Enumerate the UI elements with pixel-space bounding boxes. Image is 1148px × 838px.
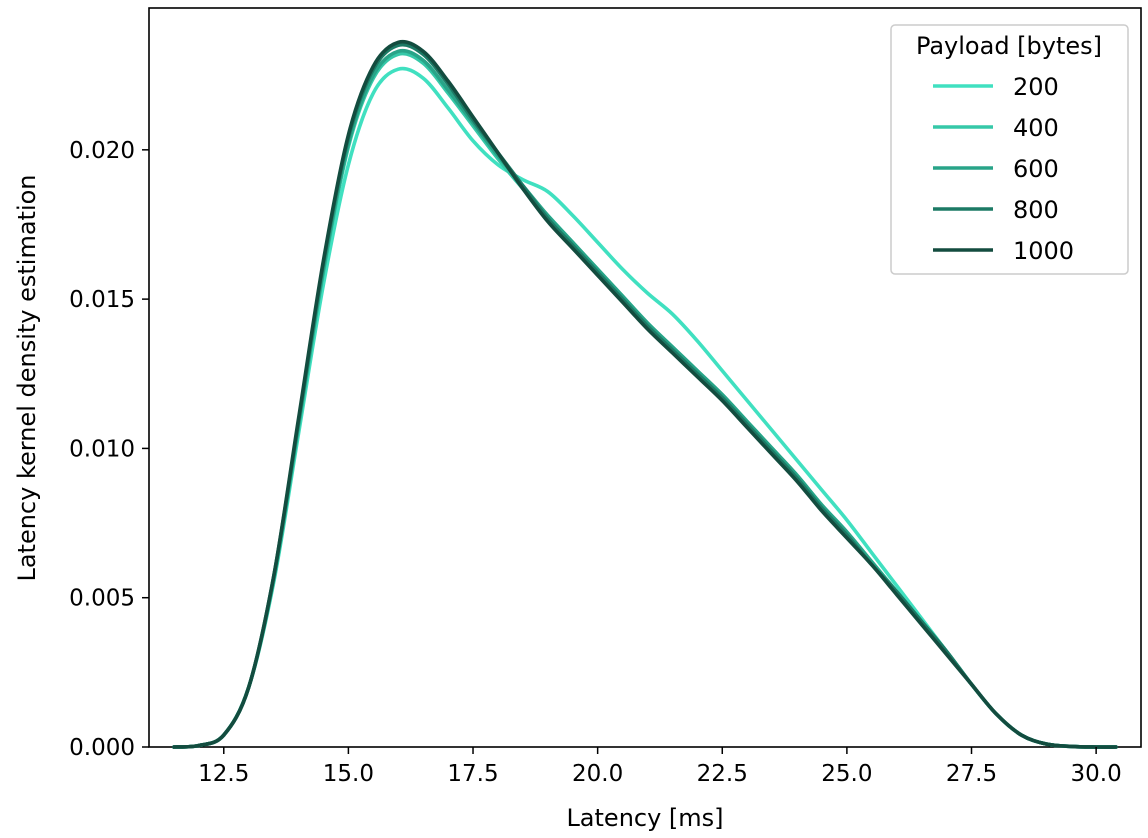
x-tick-label: 22.5 xyxy=(697,761,748,787)
legend-label-800: 800 xyxy=(1013,196,1059,224)
x-tick-label: 27.5 xyxy=(946,761,997,787)
legend-label-600: 600 xyxy=(1013,155,1059,183)
y-tick-label: 0.000 xyxy=(69,735,135,761)
x-axis-title: Latency [ms] xyxy=(566,804,723,832)
legend-label-200: 200 xyxy=(1013,73,1059,101)
legend-title: Payload [bytes] xyxy=(916,32,1102,60)
legend-box xyxy=(890,24,1129,275)
series-line-1000 xyxy=(172,39,1118,749)
legend: Payload [bytes] 200 400 600 800 1000 xyxy=(890,24,1129,275)
plot-frame xyxy=(148,7,1142,748)
y-tick-label: 0.015 xyxy=(69,287,135,313)
x-tick-label: 30.0 xyxy=(1071,761,1122,787)
y-axis-ticks: 0.000 0.005 0.010 0.015 0.020 xyxy=(69,138,149,761)
y-tick-label: 0.010 xyxy=(69,436,135,462)
x-tick-label: 15.0 xyxy=(323,761,374,787)
y-tick-label: 0.005 xyxy=(69,586,135,612)
legend-items: 200 400 600 800 1000 xyxy=(933,73,1074,265)
x-tick-label: 17.5 xyxy=(447,761,498,787)
y-axis-title: Latency kernel density estimation xyxy=(13,174,41,581)
x-tick-label: 12.5 xyxy=(198,761,249,787)
y-tick-label: 0.020 xyxy=(69,138,135,164)
x-axis-ticks: 12.5 15.0 17.5 20.0 22.5 25.0 27.5 30.0 xyxy=(198,747,1122,787)
x-tick-label: 25.0 xyxy=(821,761,872,787)
x-tick-label: 20.0 xyxy=(572,761,623,787)
series-lines xyxy=(172,39,1118,749)
legend-label-400: 400 xyxy=(1013,114,1059,142)
legend-label-1000: 1000 xyxy=(1013,237,1074,265)
